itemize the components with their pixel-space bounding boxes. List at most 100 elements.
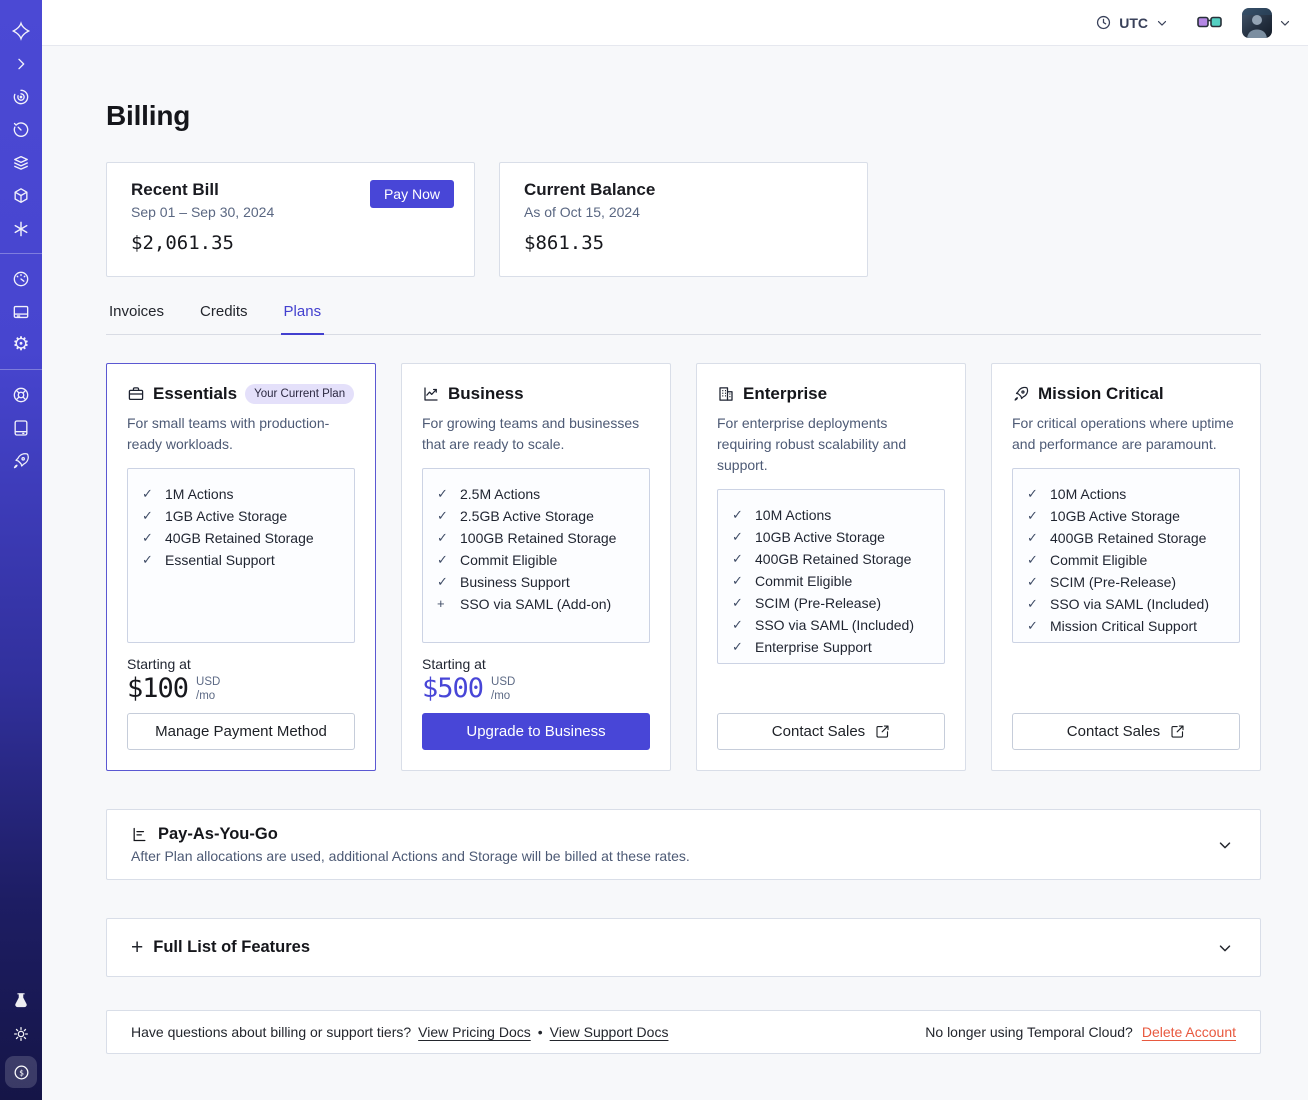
feature-label: SSO via SAML (Included) bbox=[1050, 596, 1209, 612]
support-lifebuoy-icon[interactable] bbox=[0, 378, 42, 411]
feature-item: ✓ 400GB Retained Storage bbox=[732, 548, 930, 570]
feature-item: ✓ 10GB Active Storage bbox=[732, 526, 930, 548]
usage-gauge-icon[interactable] bbox=[0, 262, 42, 295]
account-menu[interactable] bbox=[1242, 7, 1292, 38]
plan-card-business: Business For growing teams and businesse… bbox=[401, 363, 671, 771]
feature-item: ✓ Enterprise Support bbox=[732, 636, 930, 658]
rocket-icon bbox=[1012, 385, 1030, 403]
plan-description: For enterprise deployments requiring rob… bbox=[717, 415, 907, 473]
feature-list: ✓ 1M Actions ✓ 1GB Active Storage ✓ 40GB Reta… bbox=[127, 468, 355, 643]
feature-item: ✓ 10GB Active Storage bbox=[1027, 505, 1225, 527]
nexus-asterisk-icon[interactable] bbox=[0, 212, 42, 245]
feature-item: ✓ 2.5GB Active Storage bbox=[437, 505, 635, 527]
check-icon: ✓ bbox=[437, 552, 448, 567]
chevron-down-icon bbox=[1155, 16, 1169, 30]
feature-label: 1M Actions bbox=[165, 486, 234, 502]
starting-at-label: Starting at bbox=[127, 656, 191, 672]
theme-sun-icon[interactable] bbox=[0, 1017, 42, 1050]
collapse-chevron-icon[interactable] bbox=[0, 47, 42, 80]
upgrade-business-button[interactable]: Upgrade to Business bbox=[422, 713, 650, 750]
deployments-cube-icon[interactable] bbox=[0, 179, 42, 212]
tab-invoices[interactable]: Invoices bbox=[109, 303, 165, 320]
features-title: Full List of Features bbox=[153, 938, 311, 956]
check-icon: ✓ bbox=[1027, 574, 1038, 589]
feature-label: 100GB Retained Storage bbox=[460, 530, 617, 546]
check-icon: ✓ bbox=[437, 574, 448, 589]
layers-icon[interactable] bbox=[0, 146, 42, 179]
settings-gear-icon[interactable]: ⚙ bbox=[12, 334, 30, 355]
feature-item: ✓ Essential Support bbox=[142, 549, 340, 571]
check-icon: ✓ bbox=[437, 486, 448, 501]
check-icon: ✓ bbox=[1027, 596, 1038, 611]
feature-label: Commit Eligible bbox=[1050, 552, 1148, 568]
delete-account-link[interactable]: Delete Account bbox=[1141, 1024, 1236, 1040]
payg-accordion[interactable]: Pay-As-You-Go After Plan allocations are… bbox=[106, 809, 1261, 880]
page-title: Billing bbox=[106, 100, 191, 131]
plan-description: For small teams with production-ready wo… bbox=[127, 415, 330, 452]
feature-item: ✓ 2.5M Actions bbox=[437, 483, 635, 505]
feature-label: SSO via SAML (Add-on) bbox=[460, 596, 612, 612]
pricing-docs-link[interactable]: View Pricing Docs bbox=[418, 1024, 531, 1040]
plan-description: For growing teams and businesses that ar… bbox=[422, 415, 640, 452]
check-icon: ✓ bbox=[732, 595, 743, 610]
check-icon: ✓ bbox=[732, 639, 743, 654]
feature-item: ✓ SCIM (Pre-Release) bbox=[1027, 571, 1225, 593]
feature-label: Commit Eligible bbox=[755, 573, 853, 589]
plans-grid: Essentials Your Current Plan For small t… bbox=[106, 363, 1261, 771]
briefcase-icon bbox=[127, 385, 145, 403]
recent-bill-amount: $2,061.35 bbox=[131, 232, 234, 254]
plan-price: $100 bbox=[127, 673, 189, 704]
chevron-down-icon[interactable] bbox=[1216, 836, 1234, 854]
footer-question: Have questions about billing or support … bbox=[131, 1024, 412, 1040]
billing-active-coin-icon[interactable]: $ bbox=[5, 1056, 37, 1088]
schedules-icon[interactable] bbox=[0, 113, 42, 146]
plan-name: Business bbox=[448, 384, 524, 403]
labs-flask-icon[interactable] bbox=[0, 984, 42, 1017]
check-icon: ✓ bbox=[732, 573, 743, 588]
contact-sales-button[interactable]: Contact Sales bbox=[1012, 713, 1240, 750]
tab-credits[interactable]: Credits bbox=[200, 303, 248, 320]
pay-now-button[interactable]: Pay Now bbox=[369, 180, 454, 208]
plan-card-mission-critical: Mission Critical For critical operations… bbox=[991, 363, 1261, 771]
features-accordion[interactable]: + Full List of Features bbox=[106, 918, 1261, 977]
support-docs-link[interactable]: View Support Docs bbox=[549, 1024, 669, 1040]
contact-sales-label: Contact Sales bbox=[1066, 723, 1161, 740]
docs-book-icon[interactable] bbox=[0, 411, 42, 444]
price-block: Starting at $100 USD /mo bbox=[127, 656, 355, 704]
billing-card-icon[interactable] bbox=[0, 295, 42, 328]
check-icon: ✓ bbox=[437, 508, 448, 523]
payg-chart-icon bbox=[131, 826, 148, 843]
check-icon: ✓ bbox=[142, 486, 153, 501]
feature-item: ✓ 10M Actions bbox=[1027, 483, 1225, 505]
feature-item: ✓ SSO via SAML (Included) bbox=[732, 614, 930, 636]
3d-glasses-icon[interactable] bbox=[1197, 15, 1222, 31]
chart-line-icon bbox=[422, 385, 440, 403]
chevron-down-icon[interactable] bbox=[1216, 939, 1234, 957]
feature-label: 10M Actions bbox=[755, 507, 832, 523]
price-block: Starting at $500 USD /mo bbox=[422, 656, 650, 704]
feature-item: ✓ Commit Eligible bbox=[437, 549, 635, 571]
timezone-selector[interactable]: UTC bbox=[1095, 14, 1169, 31]
feature-item: ✓ 1M Actions bbox=[142, 483, 340, 505]
contact-sales-label: Contact Sales bbox=[771, 723, 866, 740]
chevron-down-icon bbox=[1278, 16, 1292, 30]
getting-started-rocket-icon[interactable] bbox=[0, 444, 42, 477]
feature-label: 10GB Active Storage bbox=[755, 529, 885, 545]
manage-payment-button[interactable]: Manage Payment Method bbox=[127, 713, 355, 750]
current-balance-asof: As of Oct 15, 2024 bbox=[524, 204, 640, 220]
contact-sales-button[interactable]: Contact Sales bbox=[717, 713, 945, 750]
external-link-icon bbox=[875, 724, 890, 739]
plan-name: Mission Critical bbox=[1038, 384, 1164, 403]
namespaces-icon[interactable] bbox=[0, 80, 42, 113]
sidebar: ⚙ $ bbox=[0, 0, 42, 1100]
topbar: UTC bbox=[42, 0, 1308, 46]
plan-name: Essentials bbox=[153, 384, 238, 403]
feature-item: + SSO via SAML (Add-on) bbox=[437, 593, 635, 615]
tab-plans[interactable]: Plans bbox=[280, 303, 325, 335]
temporal-logo-icon[interactable] bbox=[0, 14, 42, 47]
feature-label: SCIM (Pre-Release) bbox=[755, 595, 882, 611]
check-icon: ✓ bbox=[732, 507, 743, 522]
footer-bar: Have questions about billing or support … bbox=[106, 1010, 1261, 1054]
recent-bill-card: Recent Bill Sep 01 – Sep 30, 2024 $2,061… bbox=[106, 162, 475, 277]
feature-label: 400GB Retained Storage bbox=[1050, 530, 1207, 546]
